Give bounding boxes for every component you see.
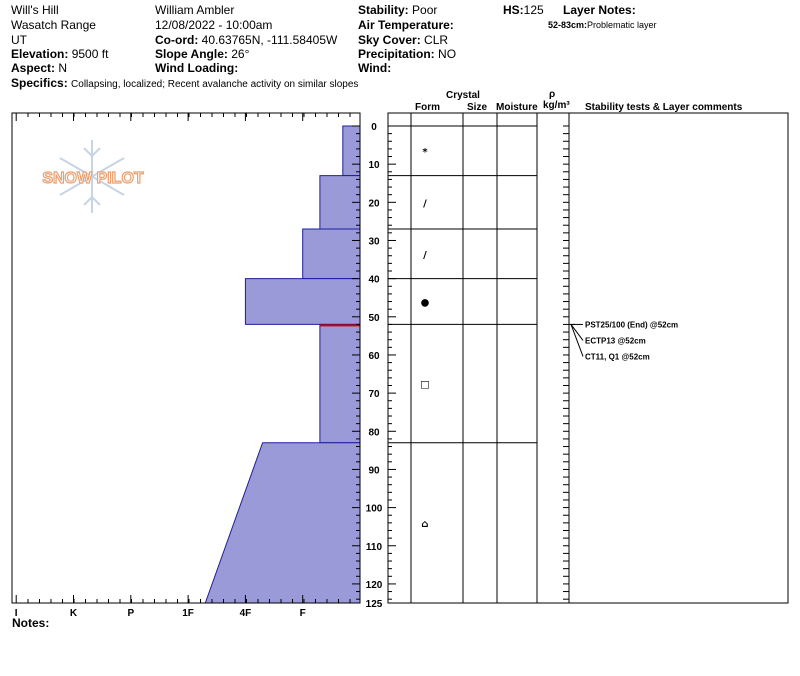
depth-label: 50 — [368, 313, 380, 324]
aspect-label: Aspect: — [11, 61, 56, 75]
wind-label: Wind: — [358, 61, 392, 75]
snowflake-icon — [59, 140, 125, 213]
crystal-form-4: ● — [421, 298, 430, 309]
crystal-form-2: / — [423, 198, 427, 209]
wind: Wind: — [358, 61, 391, 75]
hardness-profile — [204, 125, 361, 604]
hardness-label-P: P — [127, 608, 134, 619]
layer-notes-label: Layer Notes: — [563, 3, 636, 17]
aspect: Aspect: N — [11, 61, 67, 75]
slope-angle: Slope Angle: 26° — [155, 47, 249, 61]
depth-label: 125 — [366, 599, 383, 610]
stability-value: Poor — [412, 3, 438, 17]
wind-loading: Wind Loading: — [155, 61, 238, 75]
depth-axis: 0 10 20 30 40 50 60 70 80 90 100 110 120 125 — [352, 122, 569, 610]
crystal-form-6: ⌂ — [421, 519, 428, 530]
depth-label: 30 — [368, 236, 380, 247]
stability-label: Stability: — [358, 3, 409, 17]
layers-frame — [387, 112, 789, 604]
stability-test-3: CT11, Q1 @52cm — [585, 352, 650, 361]
coord-value: 40.63765N, -111.58405W — [201, 33, 338, 47]
chart-frames — [11, 112, 789, 604]
layer-note-text: Problematic layer — [587, 20, 657, 30]
location: Will's Hill — [11, 3, 59, 17]
hardness-label-F: F — [300, 608, 306, 619]
stability-test-1: PST25/100 (End) @52cm — [585, 320, 678, 329]
state: UT — [11, 33, 27, 47]
hardness-label-1F: 1F — [182, 608, 194, 619]
density-unit-header: kg/m³ — [543, 100, 570, 111]
coord-label: Co-ord: — [155, 33, 199, 47]
air-temperature: Air Temperature: — [358, 18, 454, 32]
depth-label: 10 — [368, 160, 380, 171]
observer: William Ambler — [155, 3, 235, 17]
specifics-value: Collapsing, localized; Recent avalanche … — [71, 79, 359, 90]
air-temp-label: Air Temperature: — [358, 18, 454, 32]
range: Wasatch Range — [11, 18, 96, 32]
form-header: Form — [415, 102, 440, 113]
depth-label: 60 — [368, 351, 380, 362]
logo-text: SNOW PILOT — [42, 170, 144, 187]
depth-label: 40 — [368, 275, 380, 286]
sky-value: CLR — [424, 33, 449, 47]
datetime: 12/08/2022 - 10:00am — [155, 18, 273, 32]
rho-header: ρ — [549, 89, 556, 100]
stability-tests: PST25/100 (End) @52cm ECTP13 @52cm CT11, Q… — [570, 320, 678, 361]
hardness-frame — [11, 112, 361, 604]
hs-label: HS: — [503, 3, 524, 17]
hardness-axis: I K P 1F 4F F — [15, 113, 351, 619]
precip-label: Precipitation: — [358, 47, 435, 61]
depth-label: 0 — [371, 122, 377, 133]
sky-cover: Sky Cover: CLR — [358, 33, 448, 47]
layer-note-depth: 52-83cm: — [548, 20, 588, 30]
layer-note: 52-83cm:Problematic layer — [548, 18, 657, 32]
sky-label: Sky Cover: — [358, 33, 421, 47]
aspect-value: N — [58, 61, 68, 75]
elevation-value: 9500 ft — [71, 47, 109, 61]
hardness-label-4F: 4F — [240, 608, 252, 619]
precipitation: Precipitation: NO — [358, 47, 456, 61]
slope-label: Slope Angle: — [155, 47, 228, 61]
notes-label: Notes: — [12, 616, 50, 630]
specifics: Specifics: Collapsing, localized; Recent… — [11, 76, 358, 92]
wind-loading-label: Wind Loading: — [155, 61, 239, 75]
hs-value: 125 — [523, 3, 544, 17]
profile-layer-6 — [204, 442, 361, 604]
profile-layer-4 — [244, 278, 361, 325]
test-leader-line — [570, 324, 584, 357]
precip-value: NO — [438, 47, 457, 61]
depth-label: 80 — [368, 427, 380, 438]
profile-layer-5 — [319, 323, 361, 444]
moisture-header: Moisture — [496, 102, 538, 113]
crystal-form-3: / — [423, 250, 427, 261]
profile-layer-3 — [302, 228, 361, 280]
coordinates: Co-ord: 40.63765N, -111.58405W — [155, 33, 337, 47]
stability-test-2: ECTP13 @52cm — [585, 336, 646, 345]
stability: Stability: Poor — [358, 3, 437, 17]
stability-tests-header: Stability tests & Layer comments — [585, 102, 743, 113]
crystal-form-5: □ — [420, 380, 429, 391]
depth-label: 20 — [368, 198, 380, 209]
specifics-label: Specifics: — [11, 76, 68, 90]
depth-label: 70 — [368, 389, 380, 400]
crystal-form-1: * — [422, 147, 428, 158]
elevation: Elevation: 9500 ft — [11, 47, 108, 61]
hs: HS:125 — [503, 3, 544, 17]
hardness-label-K: K — [70, 608, 78, 619]
crystal-forms: * / / ● □ ⌂ — [420, 147, 429, 530]
slope-value: 26° — [231, 47, 250, 61]
size-header: Size — [467, 102, 488, 113]
depth-label: 90 — [368, 465, 380, 476]
test-leader-line — [570, 324, 584, 341]
hardness-label-I: I — [15, 608, 18, 619]
snowpilot-logo: SNOW PILOT — [42, 140, 144, 213]
crystal-header: Crystal — [446, 90, 480, 101]
depth-label: 120 — [366, 580, 383, 591]
elevation-label: Elevation: — [11, 47, 69, 61]
depth-label: 100 — [366, 504, 383, 515]
depth-label: 110 — [366, 542, 383, 553]
